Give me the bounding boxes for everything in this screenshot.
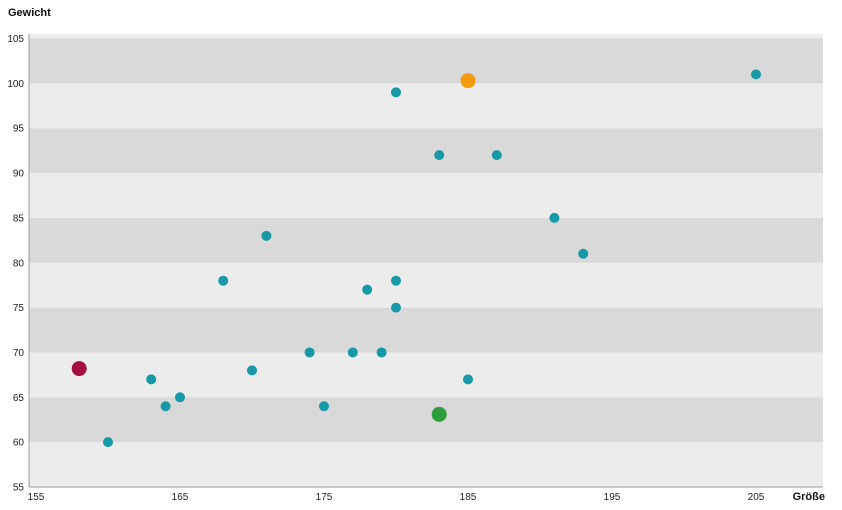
grid-band <box>29 128 823 174</box>
highlight-data-point <box>71 361 87 377</box>
grid-band <box>29 262 823 308</box>
y-tick-label: 90 <box>13 169 25 180</box>
grid-band <box>29 38 823 84</box>
grid-band <box>29 352 823 398</box>
data-point <box>391 302 401 313</box>
y-tick-label: 80 <box>13 258 25 269</box>
data-point <box>347 347 358 358</box>
grid-band <box>29 307 823 353</box>
data-point <box>319 401 329 412</box>
x-tick-label: 185 <box>460 492 477 503</box>
grid-band <box>29 83 823 129</box>
y-tick-label: 95 <box>13 124 25 135</box>
data-point <box>247 365 257 376</box>
y-tick-label: 65 <box>13 393 25 404</box>
grid-band <box>29 173 823 218</box>
data-point <box>218 275 229 286</box>
data-point <box>376 347 387 358</box>
axes <box>28 34 823 488</box>
data-point <box>103 437 113 448</box>
y-tick-label: 70 <box>13 348 25 359</box>
y-tick-label: 100 <box>7 79 24 90</box>
grid-band <box>29 34 823 39</box>
y-tick-labels: 55 60 65 70 75 80 85 90 95 100 105 <box>7 34 24 494</box>
data-points <box>71 69 761 448</box>
grid-band <box>29 442 823 487</box>
x-tick-label: 155 <box>28 492 45 503</box>
grid-band <box>29 217 823 263</box>
y-tick-label: 55 <box>13 483 25 494</box>
data-point <box>463 374 473 385</box>
y-tick-label: 60 <box>13 438 25 449</box>
x-tick-label: 165 <box>172 492 189 503</box>
y-tick-label: 75 <box>13 303 25 314</box>
highlight-data-point <box>431 406 447 422</box>
data-point <box>261 230 272 241</box>
data-point <box>391 87 401 98</box>
y-axis-title: Gewicht <box>8 7 51 19</box>
data-point <box>434 150 445 161</box>
data-point <box>160 401 171 412</box>
data-point <box>549 212 560 223</box>
data-point <box>304 347 315 358</box>
data-point <box>578 248 589 259</box>
y-tick-label: 105 <box>7 34 24 45</box>
data-point <box>391 275 401 286</box>
y-tick-label: 85 <box>13 213 25 224</box>
x-tick-label: 205 <box>748 492 765 503</box>
x-tick-label: 195 <box>604 492 621 503</box>
x-axis-title: Größe <box>793 491 825 503</box>
data-point <box>146 374 157 385</box>
grid-bands <box>29 34 823 487</box>
data-point <box>362 284 373 295</box>
data-point <box>175 392 185 403</box>
x-tick-label: 175 <box>316 492 333 503</box>
grid-band <box>29 397 823 443</box>
data-point <box>491 150 502 161</box>
x-tick-labels: 155 165 175 185 195 205 <box>28 492 765 503</box>
data-point <box>751 69 761 80</box>
highlight-data-point <box>460 73 476 89</box>
